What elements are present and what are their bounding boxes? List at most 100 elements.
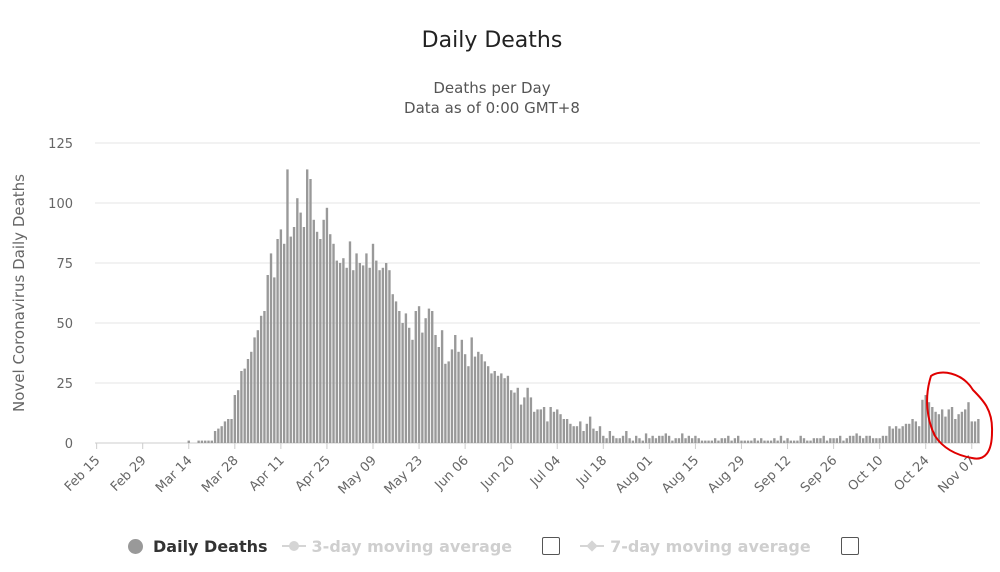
bar[interactable] — [546, 421, 549, 443]
bar[interactable] — [394, 301, 398, 443]
bar[interactable] — [756, 440, 760, 443]
bar[interactable] — [365, 253, 368, 443]
bar[interactable] — [227, 419, 230, 443]
bar[interactable] — [664, 433, 667, 443]
bar[interactable] — [687, 435, 691, 443]
bar[interactable] — [207, 440, 210, 443]
bar[interactable] — [684, 438, 687, 443]
bar[interactable] — [911, 419, 914, 443]
bar[interactable] — [342, 258, 345, 443]
checkbox-3day[interactable] — [542, 537, 561, 555]
bar[interactable] — [690, 438, 694, 443]
bar[interactable] — [526, 387, 529, 443]
bar[interactable] — [806, 440, 809, 443]
bar[interactable] — [950, 407, 954, 443]
bar[interactable] — [230, 419, 233, 443]
bar[interactable] — [819, 438, 822, 443]
bar[interactable] — [427, 308, 431, 443]
bar[interactable] — [506, 375, 510, 443]
bar[interactable] — [309, 179, 312, 443]
bar[interactable] — [259, 315, 263, 443]
bar[interactable] — [411, 339, 414, 443]
bar[interactable] — [408, 327, 411, 443]
bar[interactable] — [200, 440, 204, 443]
bar[interactable] — [835, 438, 839, 443]
bar[interactable] — [269, 253, 273, 443]
bar[interactable] — [631, 440, 635, 443]
bar[interactable] — [431, 311, 434, 443]
bar[interactable] — [338, 263, 342, 443]
bar[interactable] — [417, 306, 421, 443]
bar[interactable] — [569, 423, 572, 443]
bar[interactable] — [289, 236, 292, 443]
bar[interactable] — [325, 207, 329, 443]
bar[interactable] — [236, 390, 240, 443]
bar[interactable] — [921, 399, 924, 443]
bar[interactable] — [516, 387, 519, 443]
bar[interactable] — [894, 426, 898, 443]
bar[interactable] — [842, 440, 845, 443]
bar[interactable] — [707, 440, 710, 443]
bar[interactable] — [335, 260, 338, 443]
bar[interactable] — [368, 267, 371, 443]
bar[interactable] — [865, 435, 868, 443]
bar[interactable] — [960, 411, 964, 443]
bar[interactable] — [401, 323, 404, 443]
bar[interactable] — [937, 414, 941, 443]
bar[interactable] — [332, 243, 335, 443]
bar[interactable] — [898, 428, 901, 443]
bar[interactable] — [868, 435, 871, 443]
bar[interactable] — [871, 438, 875, 443]
bar[interactable] — [697, 438, 700, 443]
bar[interactable] — [477, 351, 480, 443]
bar[interactable] — [786, 438, 789, 443]
bar[interactable] — [704, 440, 707, 443]
bar[interactable] — [885, 435, 888, 443]
bar[interactable] — [562, 419, 566, 443]
bar[interactable] — [240, 371, 243, 443]
bar[interactable] — [796, 440, 799, 443]
bar[interactable] — [388, 270, 391, 443]
bar[interactable] — [875, 438, 878, 443]
bar[interactable] — [467, 366, 470, 443]
bar[interactable] — [424, 318, 427, 443]
bar[interactable] — [967, 402, 970, 443]
bar[interactable] — [838, 435, 842, 443]
bar[interactable] — [384, 263, 388, 443]
bar[interactable] — [710, 440, 714, 443]
bar[interactable] — [204, 440, 207, 443]
bar[interactable] — [454, 335, 457, 443]
bar[interactable] — [500, 373, 503, 443]
bar[interactable] — [677, 438, 681, 443]
bar[interactable] — [763, 440, 766, 443]
bar[interactable] — [549, 407, 552, 443]
bar[interactable] — [296, 198, 299, 443]
bar[interactable] — [276, 239, 279, 443]
bar[interactable] — [595, 431, 598, 443]
bar[interactable] — [243, 368, 246, 443]
bar[interactable] — [783, 440, 786, 443]
bar[interactable] — [266, 275, 269, 443]
bar[interactable] — [450, 349, 454, 443]
bar[interactable] — [250, 351, 253, 443]
bar[interactable] — [717, 440, 720, 443]
bar[interactable] — [608, 431, 612, 443]
bar[interactable] — [253, 337, 256, 443]
bar[interactable] — [799, 435, 802, 443]
bar[interactable] — [855, 433, 858, 443]
bar[interactable] — [348, 241, 352, 443]
bar[interactable] — [621, 435, 625, 443]
bar[interactable] — [760, 438, 763, 443]
bar[interactable] — [552, 411, 556, 443]
bar[interactable] — [575, 426, 579, 443]
bar[interactable] — [750, 440, 753, 443]
bar[interactable] — [815, 438, 819, 443]
legend-item-3day[interactable]: 3-day moving average — [281, 537, 567, 556]
bar[interactable] — [940, 409, 944, 443]
bar[interactable] — [421, 332, 424, 443]
bar[interactable] — [404, 313, 408, 443]
bar[interactable] — [638, 438, 641, 443]
bar[interactable] — [674, 438, 677, 443]
bar[interactable] — [210, 440, 213, 443]
bar[interactable] — [197, 440, 200, 443]
